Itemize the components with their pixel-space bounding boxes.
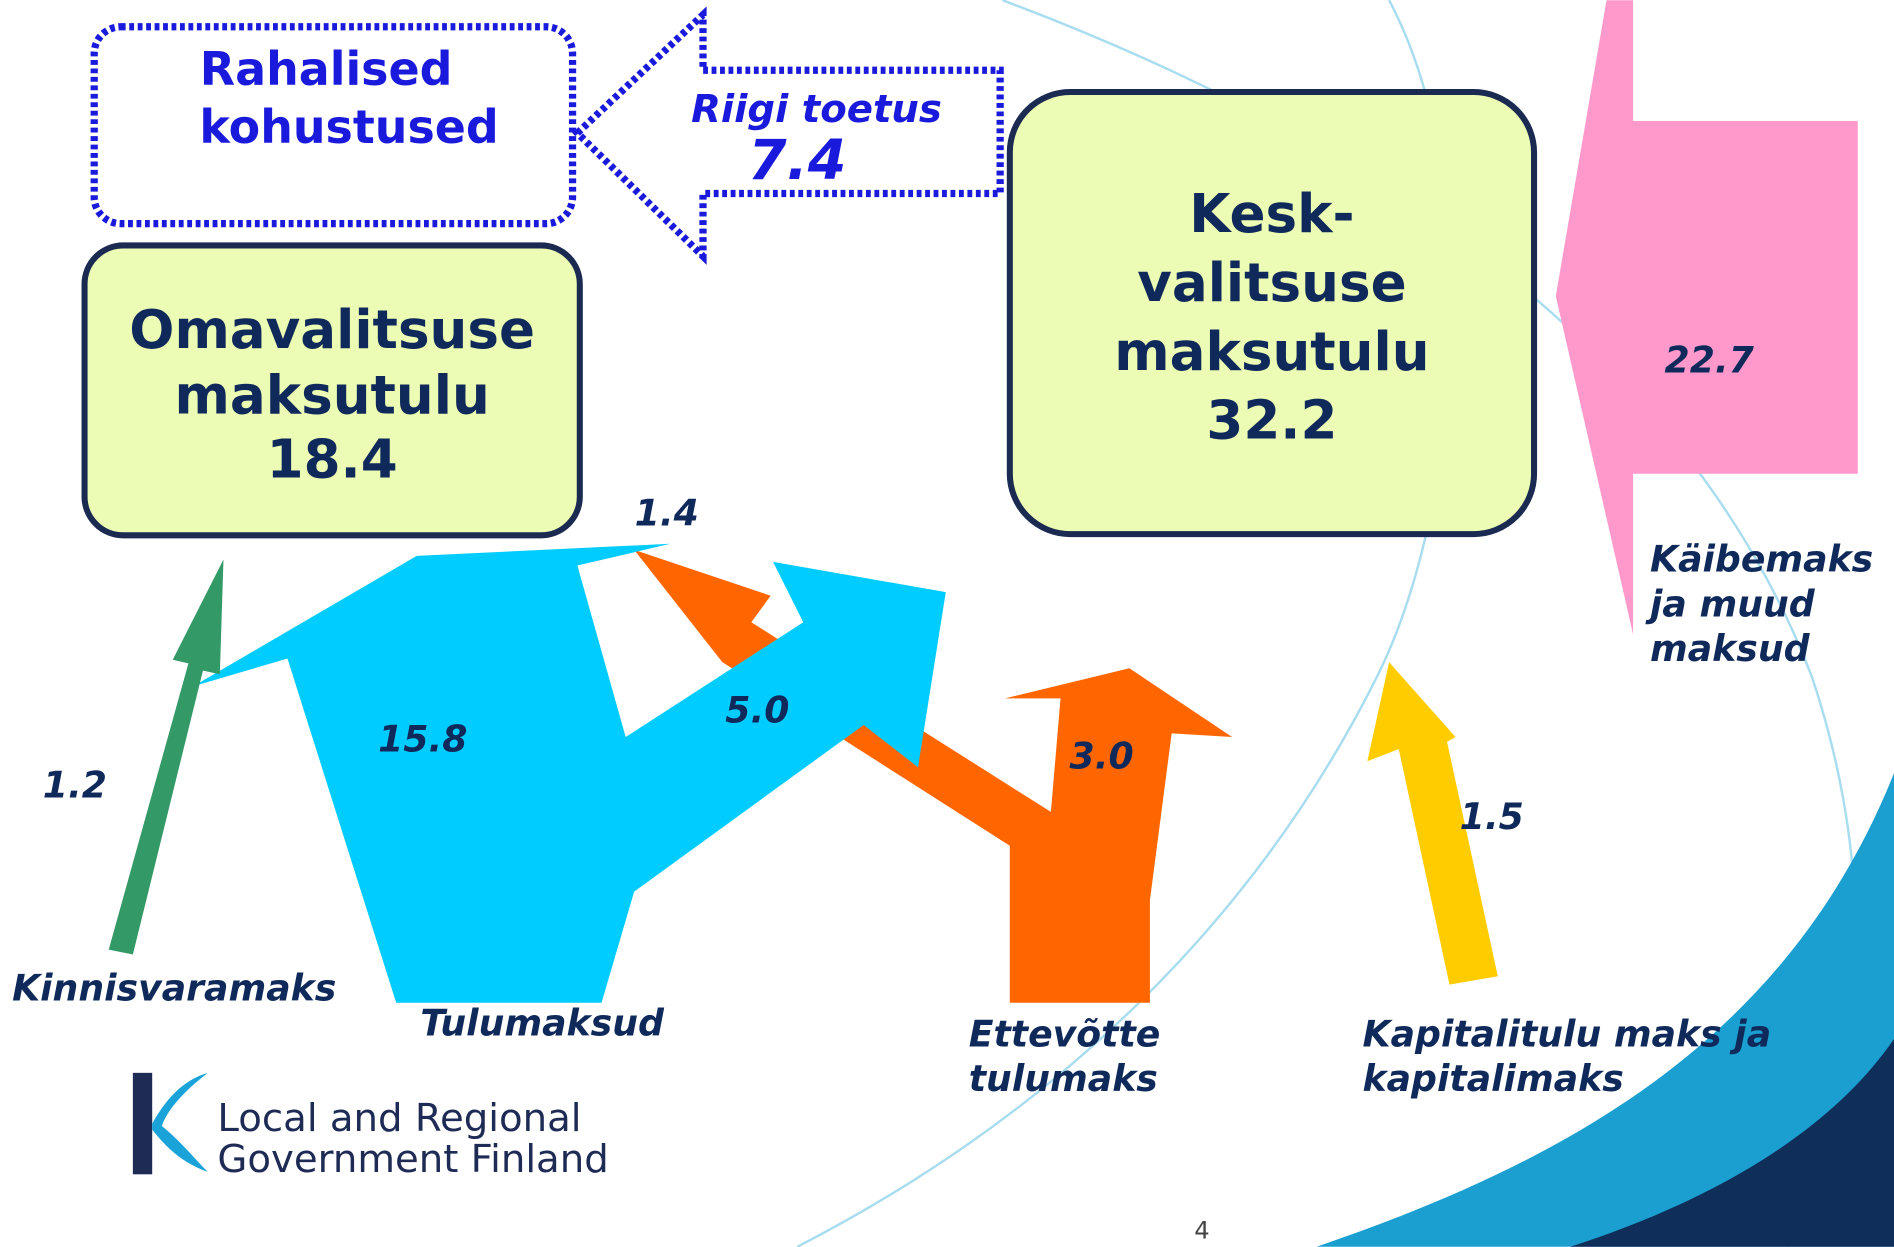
box-line: kohustused	[199, 100, 498, 154]
flow-label: Käibemaks	[1650, 538, 1873, 581]
vat-arrow	[1555, 0, 1858, 635]
flow-label: kapitalimaks	[1363, 1057, 1624, 1100]
box-value: 32.2	[1206, 390, 1337, 452]
state-aid-arrow	[572, 6, 1004, 265]
box-line: Kesk-	[1189, 183, 1354, 245]
property-tax-arrow	[108, 559, 224, 955]
flow-label: Kapitalitulu maks ja	[1363, 1012, 1772, 1055]
income-tax-arrow	[193, 543, 946, 1003]
flow-share: 5.0	[725, 689, 789, 732]
flow-label: Riigi toetus	[691, 87, 942, 132]
box-line: maksutulu	[175, 364, 490, 426]
local-tax-box	[81, 242, 583, 539]
flow-value: 3.0	[1070, 734, 1134, 777]
flow-label: Ettevõtte	[969, 1012, 1161, 1055]
box-line: maksutulu	[1114, 321, 1429, 383]
flow-label: Tulumaksud	[420, 1001, 665, 1044]
flow-share: 1.4	[635, 492, 699, 535]
swoosh-dark	[1570, 1039, 1894, 1247]
flow-label: Kinnisvaramaks	[12, 966, 336, 1009]
box-line: valitsuse	[1137, 252, 1406, 314]
flow-label: maksud	[1650, 627, 1811, 670]
flow-value: 22.7	[1665, 338, 1755, 381]
box-value: 18.4	[267, 428, 398, 490]
flow-value: 15.8	[378, 718, 467, 761]
liabilities-box	[90, 23, 577, 228]
capital-tax-arrow	[1367, 662, 1498, 985]
flow-label: ja muud	[1645, 582, 1816, 625]
logo	[132, 1072, 208, 1175]
flow-value: 7.4	[748, 128, 846, 193]
flow-label: tulumaks	[969, 1057, 1158, 1100]
logo-text: Government Finland	[217, 1137, 608, 1182]
box-line: Rahalised	[200, 42, 453, 96]
logo-text: Local and Regional	[217, 1096, 581, 1141]
box-line: Omavalitsuse	[129, 299, 535, 361]
central-tax-box	[1006, 89, 1538, 538]
swoosh	[1316, 773, 1894, 1247]
flow-value: 1.2	[43, 763, 107, 806]
page-number: 4	[1194, 1216, 1209, 1244]
flow-value: 1.5	[1460, 795, 1524, 838]
